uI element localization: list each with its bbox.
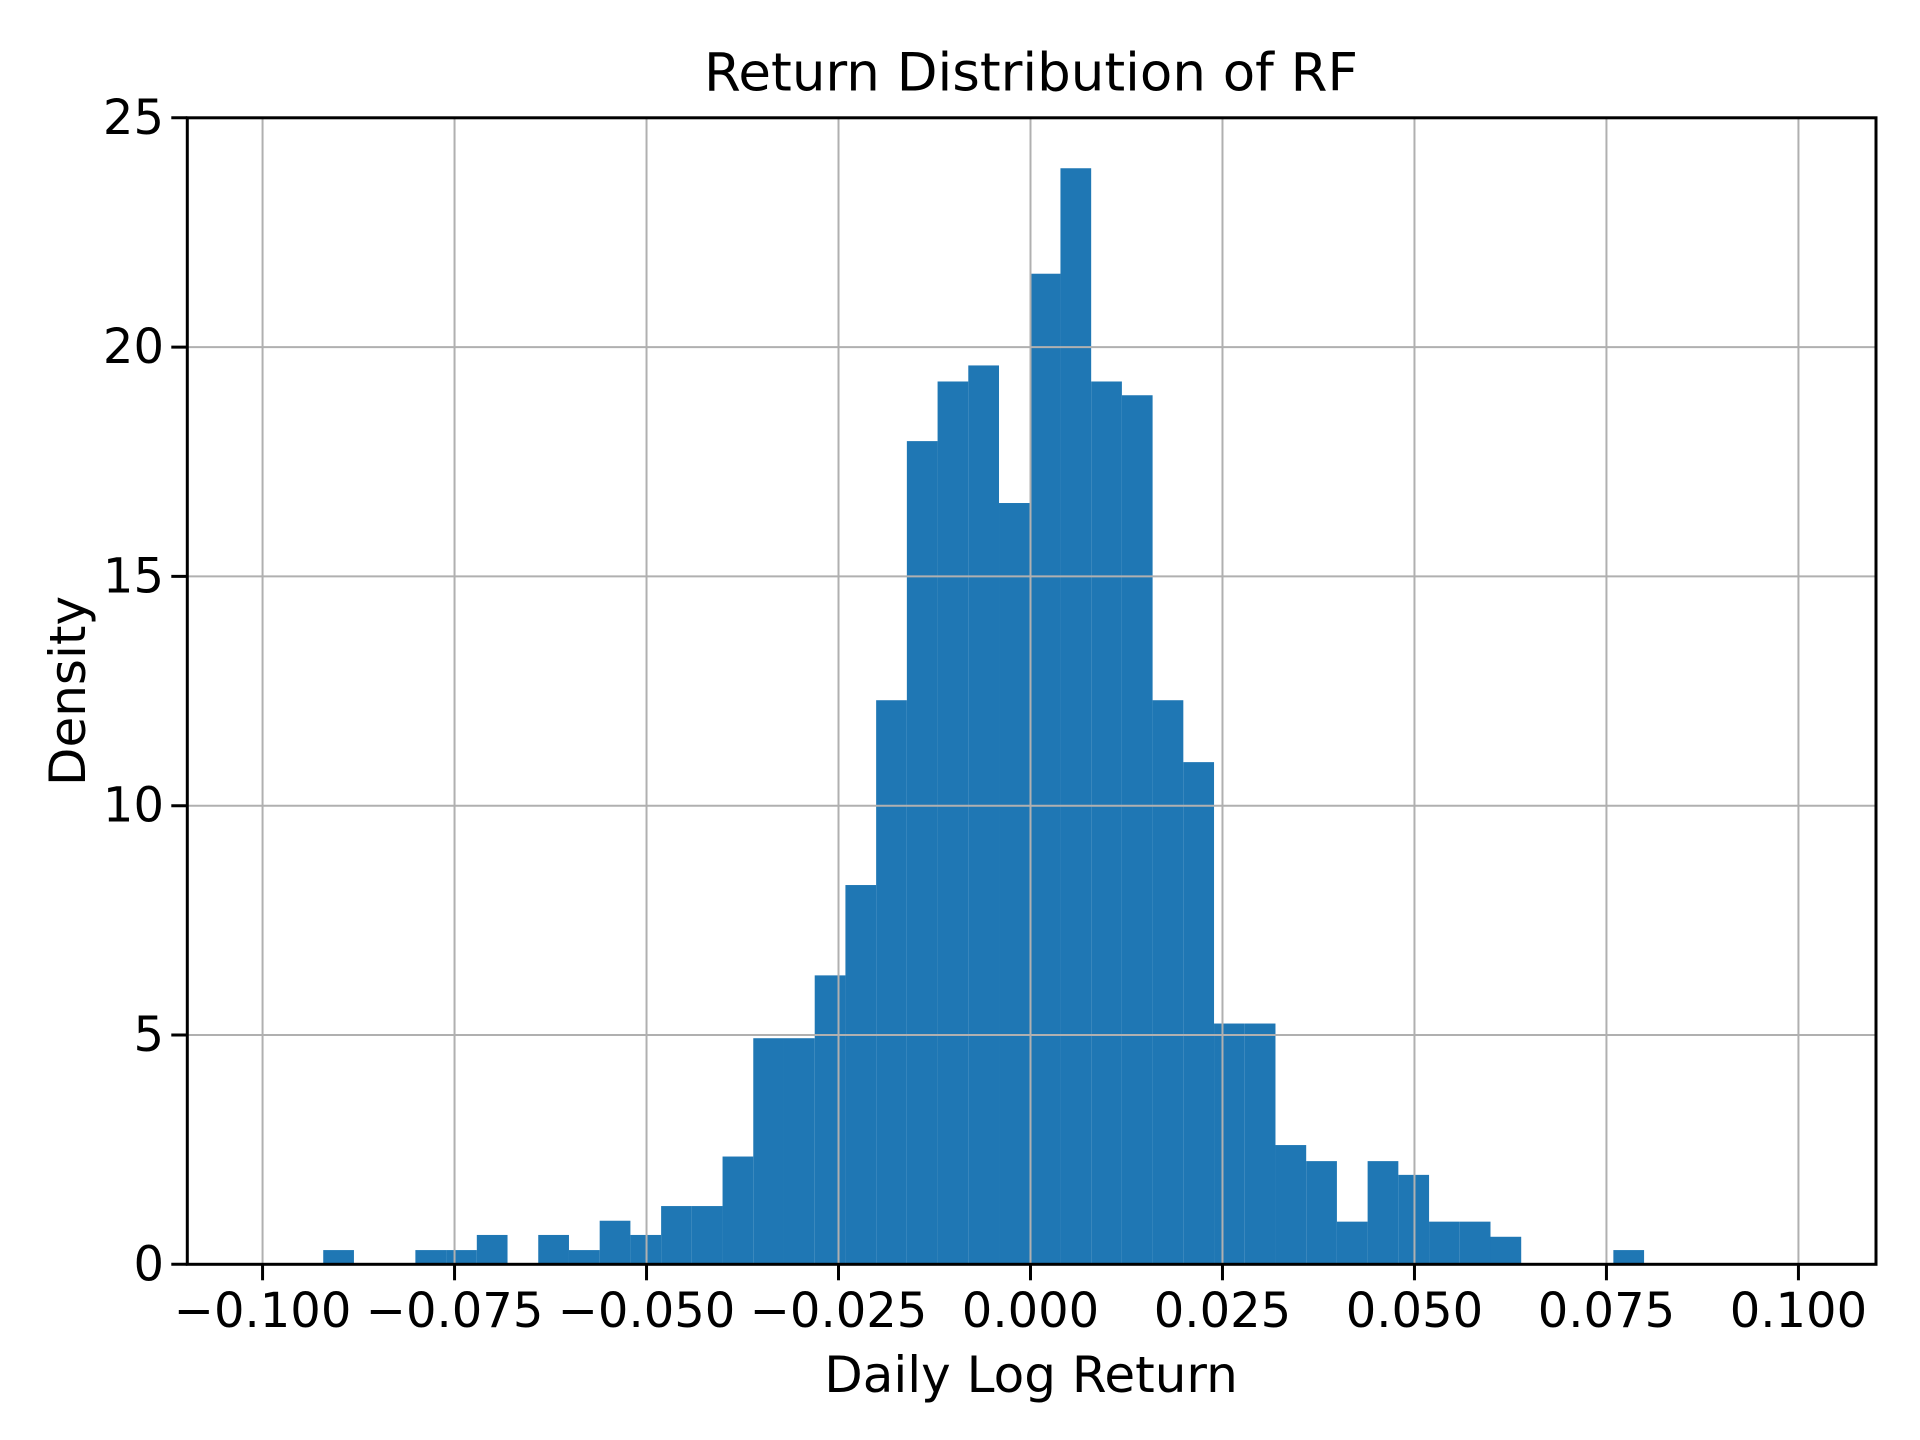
histogram-bar	[568, 1250, 600, 1265]
histogram-bar	[1306, 1161, 1337, 1265]
histogram-bar	[323, 1250, 354, 1265]
histogram-bar	[599, 1220, 631, 1265]
chart-title: Return Distribution of RF	[704, 43, 1358, 104]
grid-layer	[187, 116, 1876, 1266]
histogram-bar	[1091, 381, 1122, 1265]
histogram-bar	[1275, 1145, 1307, 1265]
histogram-bar	[722, 1156, 754, 1265]
x-tick-labels: −0.100 −0.075 −0.050 −0.025 0.000 0.025 0.050 0…	[174, 1283, 1867, 1339]
histogram-bar	[783, 1038, 815, 1265]
x-tick-label: 0.075	[1538, 1283, 1675, 1339]
histogram-bar	[1214, 1023, 1245, 1265]
y-axis-label: Density	[39, 596, 97, 786]
histogram-bar	[661, 1206, 692, 1265]
x-tick-label: −0.075	[366, 1283, 544, 1339]
histogram-bar	[968, 365, 1000, 1265]
x-tick-label: 0.050	[1346, 1283, 1483, 1339]
x-tick-label: 0.100	[1730, 1283, 1867, 1339]
y-tick-label: 10	[103, 778, 164, 834]
histogram-bar	[691, 1206, 723, 1265]
histogram-bar	[1459, 1221, 1491, 1265]
x-axis-label: Daily Log Return	[824, 1346, 1238, 1404]
histogram-bar	[1367, 1161, 1399, 1265]
histogram-bar	[1490, 1236, 1522, 1265]
histogram-bar	[1152, 700, 1184, 1265]
y-tick-label: 0	[133, 1236, 164, 1292]
y-tick-label: 25	[103, 90, 164, 146]
x-tick-label: −0.050	[558, 1283, 736, 1339]
x-tick-label: −0.025	[750, 1283, 928, 1339]
histogram-bar	[1613, 1250, 1645, 1265]
histogram-bar	[538, 1234, 569, 1265]
bars-layer	[323, 168, 1645, 1265]
x-tick-label: 0.000	[962, 1283, 1099, 1339]
histogram-bar	[1121, 395, 1153, 1265]
histogram-bar	[845, 885, 877, 1265]
y-tick-label: 15	[103, 548, 164, 604]
y-tick-labels: 0 5 10 15 20 25	[103, 90, 164, 1293]
y-tick-label: 20	[103, 319, 164, 375]
histogram-bar	[1244, 1023, 1276, 1265]
histogram-bar	[753, 1038, 784, 1265]
histogram-bar	[906, 441, 938, 1265]
histogram-bar	[937, 381, 969, 1265]
histogram-bar	[1029, 273, 1061, 1265]
histogram-bar	[814, 975, 846, 1265]
x-tick-label: −0.100	[174, 1283, 352, 1339]
histogram-bar	[876, 700, 907, 1265]
histogram-bar	[1060, 168, 1092, 1265]
histogram-bar	[1183, 762, 1215, 1265]
histogram-bar	[999, 503, 1030, 1265]
axes-layer	[171, 116, 1878, 1281]
histogram-bar	[476, 1234, 508, 1265]
x-tick-label: 0.025	[1154, 1283, 1291, 1339]
histogram-bar	[1429, 1221, 1460, 1265]
y-tick-label: 5	[133, 1007, 164, 1063]
histogram-bar	[446, 1250, 477, 1265]
histogram-bar	[1336, 1221, 1368, 1265]
histogram-bar	[415, 1250, 447, 1265]
